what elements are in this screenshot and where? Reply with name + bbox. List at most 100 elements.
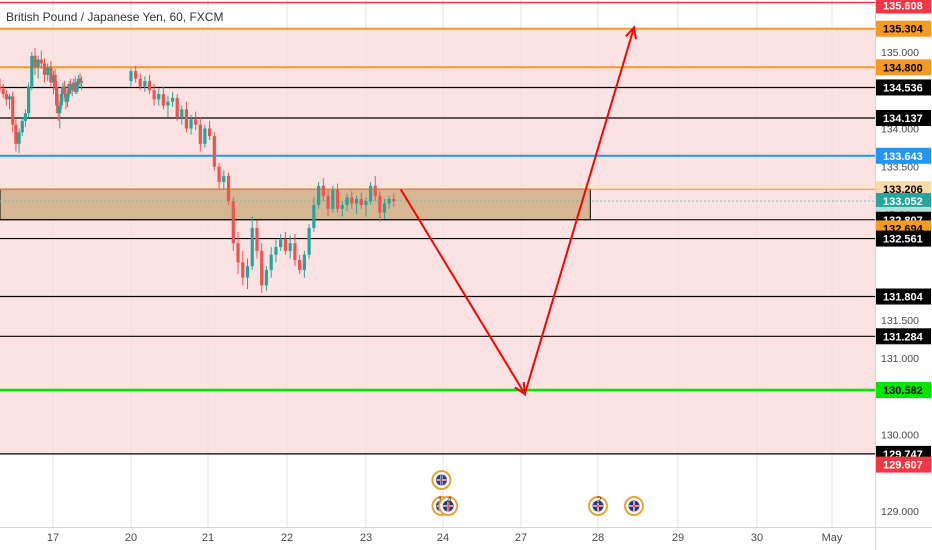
candle-body bbox=[288, 243, 292, 251]
candle bbox=[203, 124, 207, 148]
candle bbox=[335, 183, 340, 213]
price-axis[interactable]: 135.000 134.000 133.500 131.500 131.000 130.0… bbox=[875, 0, 932, 550]
candle-body bbox=[33, 55, 37, 68]
price-badge[interactable]: 131.804 bbox=[876, 288, 931, 305]
candle bbox=[392, 193, 396, 207]
candle bbox=[331, 185, 335, 213]
candle-body bbox=[14, 124, 18, 144]
candle bbox=[80, 76, 84, 91]
candle-body bbox=[138, 78, 142, 87]
candle-body bbox=[36, 59, 40, 68]
price-badge[interactable]: 134.800 bbox=[876, 59, 931, 76]
candle bbox=[302, 250, 306, 278]
price-badge[interactable]: 135.608 bbox=[876, 0, 931, 14]
time-tick-label: 28 bbox=[592, 532, 604, 544]
time-axis[interactable]: 17 20 21 22 23 24 27 28 29 30 May bbox=[0, 527, 932, 550]
event-marker-flag-uk[interactable]: 4 bbox=[438, 495, 459, 516]
candle-body bbox=[226, 175, 231, 202]
candle bbox=[354, 195, 359, 215]
event-markers-layer[interactable]: 1042 bbox=[431, 470, 644, 516]
candle-body bbox=[58, 105, 62, 114]
candle-body bbox=[250, 227, 254, 267]
price-badge[interactable]: 134.137 bbox=[876, 110, 931, 126]
time-tick-label: 27 bbox=[515, 532, 527, 544]
candle-body bbox=[180, 109, 184, 118]
candle bbox=[157, 88, 161, 106]
candle bbox=[17, 128, 21, 153]
event-marker-flag-uk[interactable]: 2 bbox=[588, 495, 608, 516]
candle-body bbox=[331, 189, 335, 209]
event-marker-flag-uk[interactable] bbox=[431, 470, 452, 490]
projection-arrow-layer[interactable] bbox=[399, 25, 637, 397]
candle bbox=[42, 58, 47, 83]
candle-body bbox=[369, 185, 373, 202]
time-tick-label: 17 bbox=[47, 532, 59, 544]
time-tick-label: May bbox=[822, 532, 843, 544]
price-tick-label: 131.000 bbox=[881, 353, 919, 365]
candle bbox=[283, 231, 288, 255]
candle-body bbox=[373, 185, 377, 196]
candle bbox=[378, 191, 382, 222]
candle-body bbox=[27, 86, 31, 114]
price-badge[interactable]: 130.582 bbox=[876, 382, 931, 398]
candle-body bbox=[364, 201, 368, 205]
candle-body bbox=[222, 175, 226, 183]
candle bbox=[4, 90, 8, 106]
event-marker-flag-uk[interactable] bbox=[624, 496, 644, 516]
price-tick-label: 131.500 bbox=[881, 315, 919, 327]
candle-body bbox=[340, 204, 344, 209]
price-badge-label: 134.536 bbox=[883, 82, 923, 94]
candle bbox=[152, 84, 156, 106]
price-badge-label: 135.608 bbox=[883, 0, 923, 12]
price-badge[interactable]: 133.052 bbox=[876, 193, 931, 210]
candle bbox=[30, 51, 34, 91]
candle-body bbox=[382, 203, 387, 213]
candle bbox=[39, 50, 43, 69]
candle-body bbox=[293, 243, 297, 261]
candle-body bbox=[335, 189, 340, 209]
candle-body bbox=[30, 55, 34, 87]
price-badge[interactable]: 132.561 bbox=[876, 230, 931, 247]
consolidation-box-layer[interactable] bbox=[0, 188, 591, 221]
candle-body bbox=[207, 128, 212, 137]
candle bbox=[20, 117, 24, 137]
candle bbox=[46, 63, 50, 82]
candle bbox=[345, 193, 349, 212]
candle-body bbox=[23, 113, 28, 121]
candle-body bbox=[80, 81, 84, 83]
price-badge-bg bbox=[876, 456, 931, 473]
time-tick-label: 20 bbox=[125, 532, 137, 544]
candle bbox=[194, 111, 198, 131]
candle bbox=[260, 243, 264, 293]
candle-body bbox=[264, 270, 269, 286]
candle bbox=[312, 197, 316, 232]
candle-body bbox=[11, 96, 15, 125]
price-badge-label: 131.284 bbox=[883, 331, 924, 343]
candle-body bbox=[298, 260, 302, 271]
candle-body bbox=[7, 96, 12, 100]
candle-body bbox=[42, 63, 47, 75]
candle bbox=[180, 105, 184, 125]
candle bbox=[307, 224, 311, 259]
candle-body bbox=[326, 195, 330, 209]
time-tick-label: 22 bbox=[281, 532, 293, 544]
price-badge-bg bbox=[876, 230, 931, 247]
price-badge-bg bbox=[876, 193, 931, 210]
time-tick-label: 23 bbox=[360, 532, 372, 544]
price-badge[interactable]: 131.284 bbox=[876, 328, 931, 345]
candle bbox=[217, 162, 221, 190]
time-tick-label: 24 bbox=[437, 532, 449, 544]
price-badge[interactable]: 134.536 bbox=[876, 79, 931, 96]
price-badge[interactable]: 135.304 bbox=[876, 20, 931, 37]
price-lines-layer[interactable] bbox=[0, 1, 875, 455]
candle bbox=[369, 182, 373, 205]
candle bbox=[166, 96, 170, 118]
price-badge-label: 132.561 bbox=[883, 234, 923, 246]
candle bbox=[58, 101, 62, 129]
price-badge[interactable]: 133.643 bbox=[876, 147, 931, 164]
candle-body bbox=[78, 78, 82, 83]
candle bbox=[373, 175, 377, 202]
price-badge[interactable]: 129.607 bbox=[876, 456, 931, 473]
candle bbox=[231, 197, 235, 251]
